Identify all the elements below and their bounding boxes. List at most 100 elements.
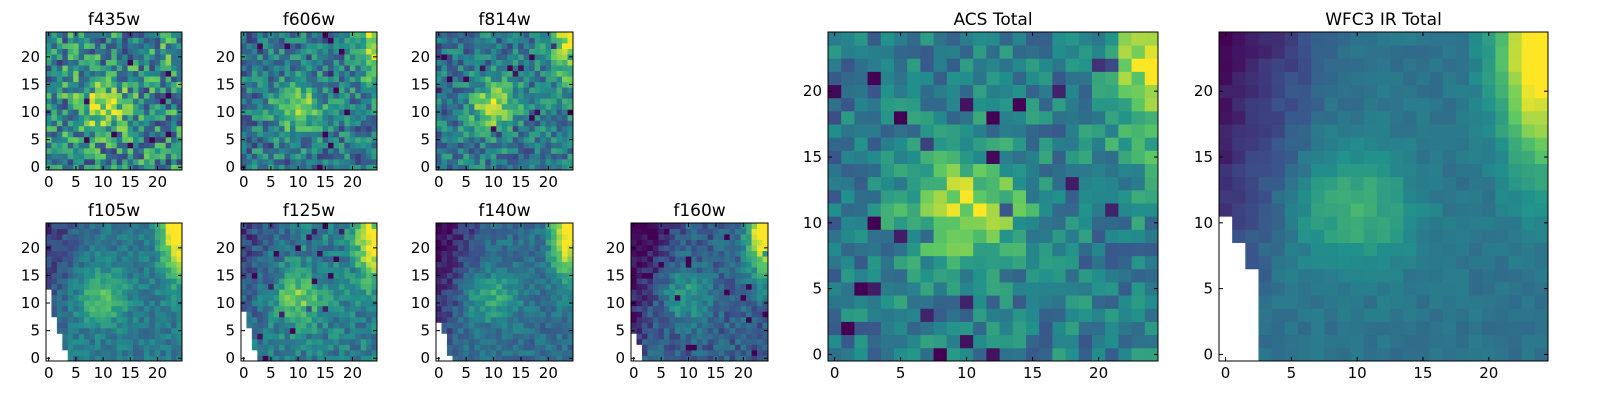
- heatmap-cell: [502, 120, 508, 126]
- heatmap-cell: [960, 190, 974, 204]
- heatmap-cell: [828, 190, 842, 204]
- heatmap-cell: [144, 43, 150, 49]
- heatmap-cell: [741, 344, 747, 350]
- heatmap-cell: [279, 344, 285, 350]
- heatmap-cell: [111, 60, 117, 66]
- heatmap-cell: [474, 98, 480, 104]
- heatmap-cell: [513, 251, 519, 257]
- heatmap-cell: [502, 115, 508, 121]
- heatmap-cell: [122, 251, 128, 257]
- heatmap-cell: [117, 295, 123, 301]
- heatmap-cell: [463, 153, 469, 159]
- heatmap-cell: [328, 273, 334, 279]
- heatmap-cell: [333, 148, 339, 154]
- y-tick-label: 5: [225, 131, 235, 149]
- heatmap-cell: [268, 115, 274, 121]
- heatmap-cell: [317, 131, 323, 137]
- heatmap-cell: [631, 267, 637, 273]
- heatmap-cell: [524, 289, 530, 295]
- heatmap-cell: [328, 240, 334, 246]
- heatmap-cell: [691, 333, 697, 339]
- heatmap-cell: [540, 115, 546, 121]
- heatmap-cell: [279, 339, 285, 345]
- heatmap-cell: [719, 234, 725, 240]
- heatmap-cell: [735, 333, 741, 339]
- heatmap-cell: [90, 54, 96, 60]
- heatmap-cell: [133, 240, 139, 246]
- heatmap-cell: [447, 65, 453, 71]
- heatmap-cell: [735, 245, 741, 251]
- y-tick-label: 15: [606, 266, 625, 284]
- heatmap-cell: [51, 284, 57, 290]
- heatmap-cell: [355, 350, 361, 356]
- heatmap-cell: [1132, 243, 1146, 257]
- heatmap-cell: [562, 306, 568, 312]
- heatmap-cell: [95, 333, 101, 339]
- heatmap-cell: [502, 306, 508, 312]
- heatmap-cell: [328, 245, 334, 251]
- heatmap-cell: [263, 71, 269, 77]
- heatmap-cell: [79, 317, 85, 323]
- heatmap-cell: [317, 295, 323, 301]
- heatmap-cell: [100, 289, 106, 295]
- heatmap-cell: [138, 159, 144, 165]
- heatmap-cell: [333, 120, 339, 126]
- heatmap-cell: [111, 126, 117, 132]
- heatmap-cell: [317, 82, 323, 88]
- heatmap-cell: [562, 32, 568, 38]
- heatmap-cell: [166, 289, 172, 295]
- heatmap-cell: [480, 60, 486, 66]
- heatmap-cell: [680, 256, 686, 262]
- heatmap-cell: [452, 82, 458, 88]
- heatmap-cell: [361, 262, 367, 268]
- heatmap-cell: [452, 328, 458, 334]
- heatmap-cell: [301, 65, 307, 71]
- heatmap-cell: [149, 137, 155, 143]
- heatmap-cell: [361, 333, 367, 339]
- heatmap-cell: [274, 38, 280, 44]
- heatmap-cell: [562, 267, 568, 273]
- heatmap-cell: [491, 256, 497, 262]
- heatmap-cell: [344, 98, 350, 104]
- heatmap-cell: [111, 300, 117, 306]
- heatmap-cell: [507, 115, 513, 121]
- heatmap-cell: [333, 240, 339, 246]
- heatmap-cell: [155, 333, 161, 339]
- heatmap-cell: [934, 203, 948, 217]
- heatmap-cell: [713, 251, 719, 257]
- heatmap-cell: [84, 289, 90, 295]
- heatmap-cell: [708, 311, 714, 317]
- heatmap-cell: [171, 300, 177, 306]
- heatmap-cell: [841, 335, 855, 349]
- heatmap-cell: [138, 344, 144, 350]
- heatmap-cell: [691, 262, 697, 268]
- heatmap-cell: [868, 177, 882, 191]
- heatmap-cell: [1079, 164, 1093, 178]
- heatmap-cell: [546, 82, 552, 88]
- heatmap-cell: [274, 322, 280, 328]
- heatmap-cell: [524, 267, 530, 273]
- heatmap-cell: [452, 322, 458, 328]
- heatmap-cell: [155, 339, 161, 345]
- heatmap-cell: [868, 164, 882, 178]
- heatmap-cell: [491, 54, 497, 60]
- heatmap-cell: [166, 153, 172, 159]
- heatmap-cell: [111, 159, 117, 165]
- heatmap-cell: [317, 289, 323, 295]
- heatmap-cell: [317, 256, 323, 262]
- heatmap-cell: [301, 245, 307, 251]
- heatmap-cell: [301, 306, 307, 312]
- heatmap-cell: [1026, 335, 1040, 349]
- heatmap-cell: [636, 273, 642, 279]
- heatmap-cell: [960, 177, 974, 191]
- heatmap-cell: [463, 273, 469, 279]
- heatmap-cell: [301, 137, 307, 143]
- heatmap-cell: [95, 344, 101, 350]
- heatmap-cell: [279, 300, 285, 306]
- heatmap-cell: [631, 289, 637, 295]
- heatmap-cell: [166, 234, 172, 240]
- heatmap-cell: [295, 153, 301, 159]
- heatmap-cell: [62, 131, 68, 137]
- heatmap-cell: [447, 49, 453, 55]
- heatmap-cell: [947, 348, 961, 362]
